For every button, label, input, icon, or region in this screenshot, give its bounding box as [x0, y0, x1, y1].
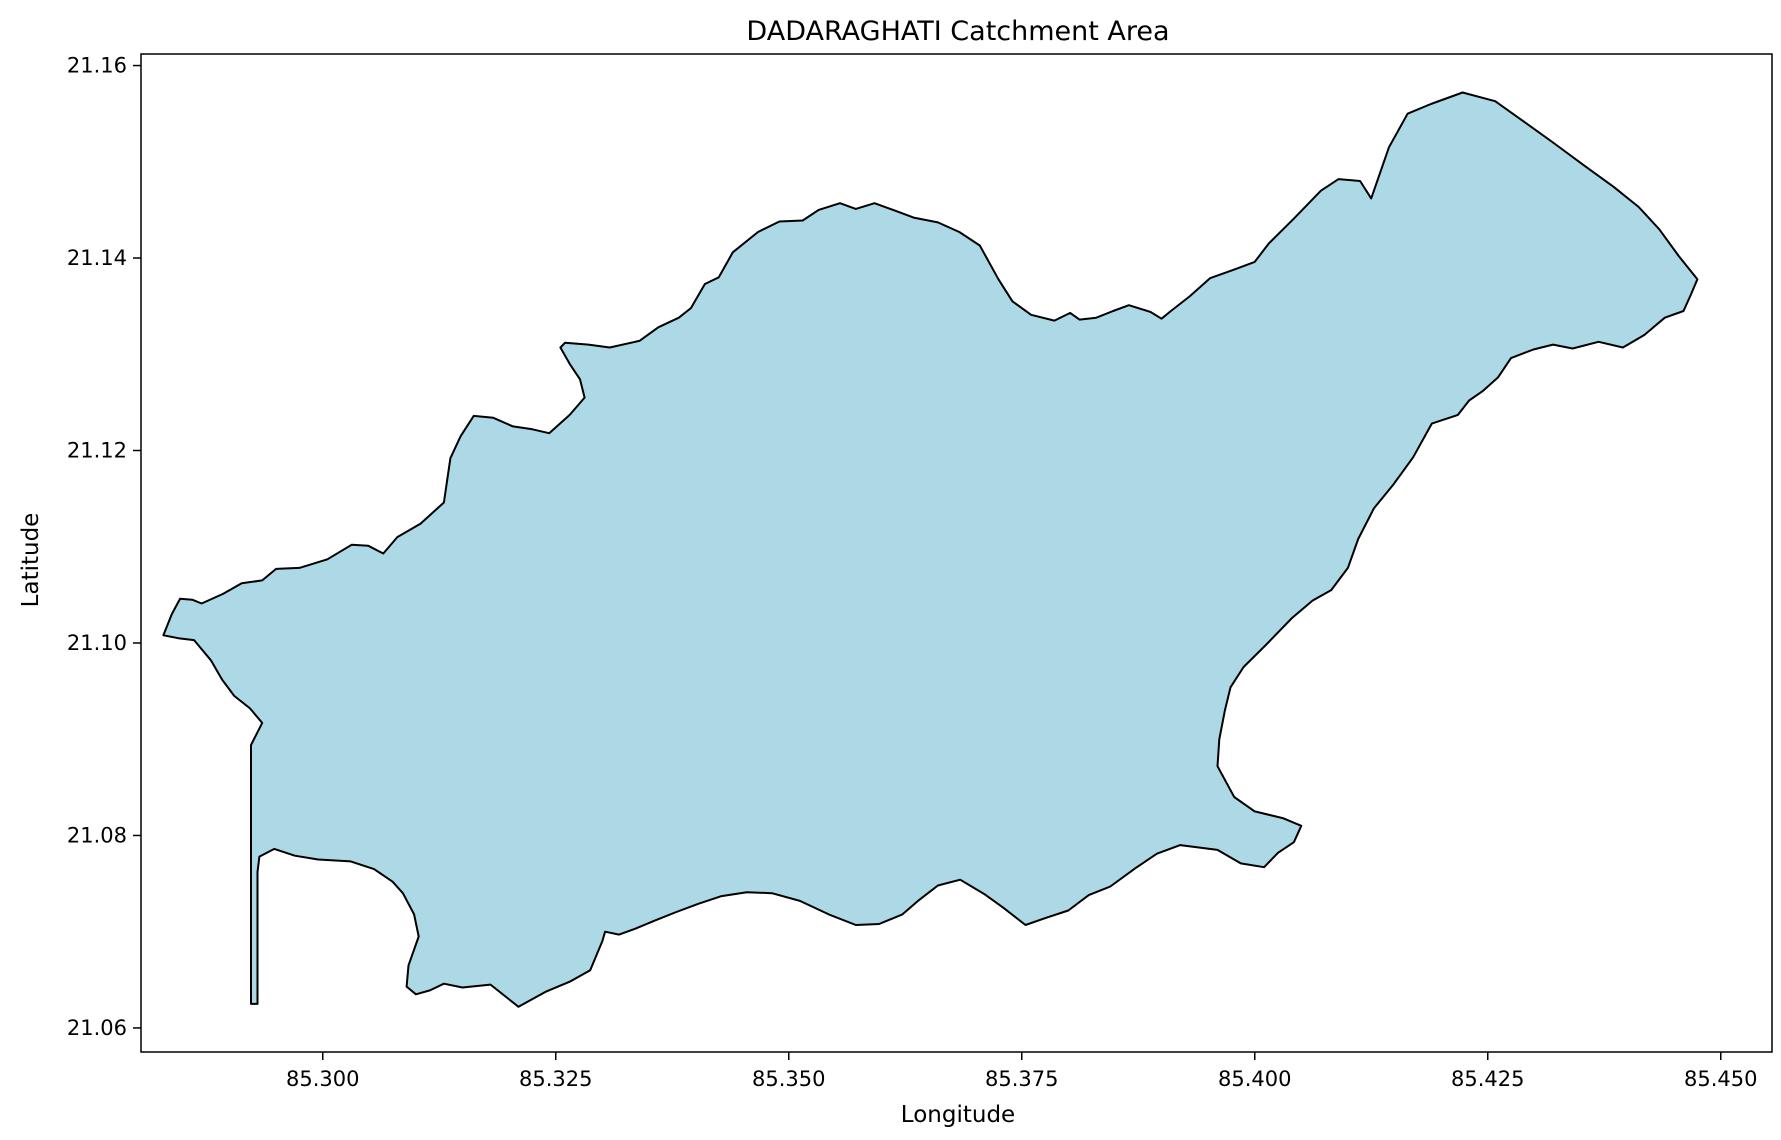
y-axis: 21.06 21.08 21.10 21.12 21.14 21.16	[67, 54, 141, 1040]
x-tick-label: 85.425	[1451, 1067, 1524, 1091]
x-tick-label: 85.350	[752, 1067, 825, 1091]
x-tick-label: 85.400	[1218, 1067, 1291, 1091]
y-axis-label: Latitude	[18, 513, 44, 608]
catchment-area-polygon	[162, 91, 1699, 1008]
y-tick-label: 21.16	[67, 54, 127, 78]
plot-area	[140, 53, 1773, 1053]
x-axis-label: Longitude	[901, 1102, 1015, 1128]
x-tick-label: 85.300	[286, 1067, 359, 1091]
y-tick-label: 21.12	[67, 439, 127, 463]
x-tick-label: 85.325	[519, 1067, 592, 1091]
y-tick-label: 21.08	[67, 823, 127, 847]
y-tick-label: 21.06	[67, 1016, 127, 1040]
chart-title: DADARAGHATI Catchment Area	[746, 16, 1169, 47]
x-tick-label: 85.375	[985, 1067, 1058, 1091]
axes-frame	[140, 53, 1773, 1053]
x-axis: 85.300 85.325 85.350 85.375 85.400 85.425 85.4…	[286, 1052, 1757, 1091]
y-tick-label: 21.14	[67, 246, 127, 270]
y-tick-label: 21.10	[67, 631, 127, 655]
x-tick-label: 85.450	[1684, 1067, 1757, 1091]
